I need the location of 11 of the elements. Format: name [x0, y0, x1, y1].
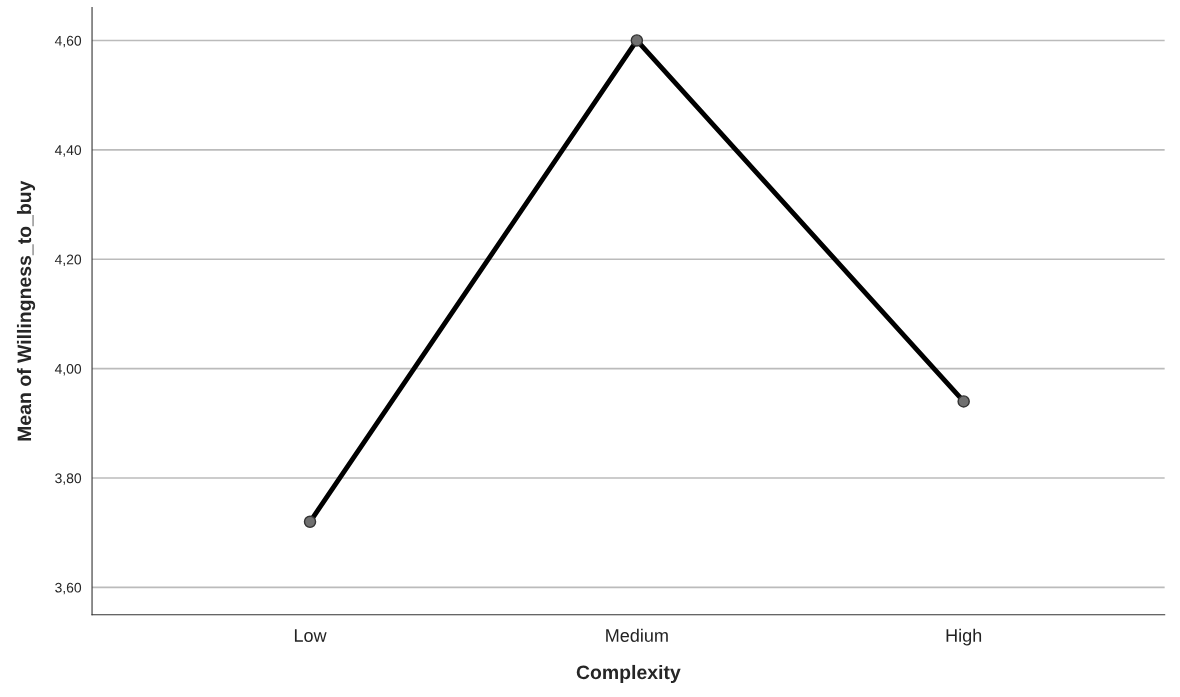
y-tick-label: 3,60: [55, 582, 82, 595]
y-tick-label: 4,20: [54, 254, 82, 267]
y-tick-label: 4,00: [54, 363, 82, 376]
x-axis-title: Complexity: [576, 664, 681, 684]
y-tick-label: 4,60: [54, 35, 82, 48]
x-tick-label: Medium: [606, 628, 668, 642]
y-tick-label: 3,80: [55, 473, 82, 485]
y-tick-label: 4,40: [54, 145, 82, 157]
y-axis-title: Mean of Willingness_to_buy: [16, 180, 36, 441]
x-tick-label: Low: [294, 629, 327, 642]
x-tick-label: High: [946, 628, 982, 646]
